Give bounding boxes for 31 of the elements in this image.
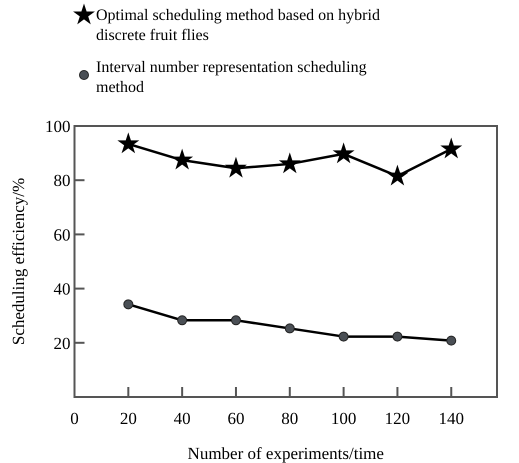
y-tick-label: 40 [54, 280, 70, 299]
point [334, 144, 354, 162]
y-tick-label: 60 [54, 225, 70, 244]
y-axis-title: Scheduling efficiency/% [9, 178, 28, 346]
point [177, 315, 188, 326]
x-tick-label: 100 [330, 409, 356, 428]
y-tick-label: 100 [45, 117, 70, 136]
x-tick-label: 0 [70, 409, 79, 428]
point [118, 133, 138, 152]
point [226, 158, 246, 177]
x-tick-label: 120 [384, 409, 410, 428]
legend-label: Interval number representation scheduling method [96, 59, 367, 96]
point [284, 323, 295, 334]
x-tick-label: 140 [438, 409, 464, 428]
x-tick-label: 40 [174, 409, 191, 428]
x-tick-label: 80 [281, 409, 298, 428]
legend-label: Optimal scheduling method based on hybrid discrete fruit flies [96, 7, 380, 44]
point [388, 166, 408, 185]
x-tick-label: 20 [120, 409, 137, 428]
point [123, 299, 134, 310]
point [338, 332, 349, 342]
point [392, 332, 402, 342]
point [280, 154, 300, 172]
y-tick-label: 20 [54, 334, 70, 353]
point [441, 138, 462, 158]
point [446, 336, 456, 346]
point [172, 150, 192, 169]
x-tick-label: 60 [227, 409, 244, 428]
y-tick-label: 80 [54, 171, 70, 190]
x-axis-title: Number of experiments/time [188, 444, 384, 463]
point [230, 315, 241, 326]
